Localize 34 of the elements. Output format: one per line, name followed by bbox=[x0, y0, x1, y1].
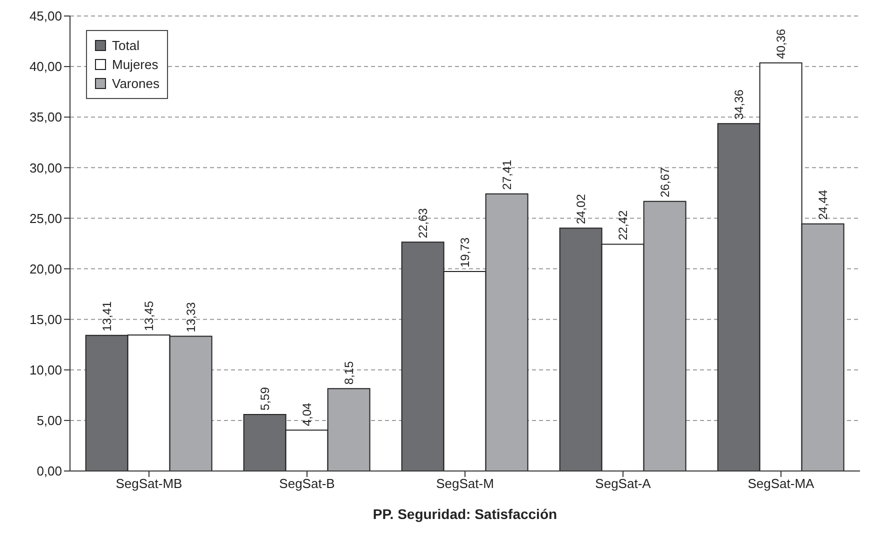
legend-label: Mujeres bbox=[112, 56, 158, 74]
data-label: 19,73 bbox=[458, 237, 472, 268]
x-tick-label: SegSat-M bbox=[436, 476, 494, 492]
x-tick-label: SegSat-B bbox=[279, 476, 335, 492]
y-tick-label: 10,00 bbox=[29, 362, 62, 378]
data-label: 24,44 bbox=[816, 190, 830, 220]
legend-label: Total bbox=[112, 37, 140, 55]
y-tick-label: 25,00 bbox=[29, 210, 62, 226]
x-tick-label: SegSat-MA bbox=[748, 476, 815, 492]
data-label: 27,41 bbox=[500, 160, 514, 190]
x-tick-label: SegSat-A bbox=[595, 476, 652, 492]
y-tick-label: 30,00 bbox=[29, 160, 62, 176]
y-tick-label: 45,00 bbox=[29, 8, 62, 24]
y-tick-label: 15,00 bbox=[29, 312, 62, 327]
data-label: 22,42 bbox=[616, 210, 630, 240]
data-label: 26,67 bbox=[658, 166, 672, 198]
data-label: 8,15 bbox=[342, 360, 356, 385]
y-tick-label: 40,00 bbox=[29, 59, 62, 74]
y-tick-label: 0,00 bbox=[36, 464, 62, 479]
x-tick-label: SegSat-MB bbox=[116, 476, 182, 492]
data-label: 40,36 bbox=[774, 28, 788, 59]
data-label: 13,33 bbox=[184, 302, 198, 332]
data-label: 13,45 bbox=[142, 300, 156, 332]
data-label: 5,59 bbox=[258, 386, 272, 410]
data-label: 22,63 bbox=[416, 208, 430, 238]
x-axis-title: PP. Seguridad: Satisfacción bbox=[372, 506, 558, 522]
legend-label: Varones bbox=[112, 75, 160, 93]
y-tick-label: 20,00 bbox=[29, 261, 62, 276]
data-label: 34,36 bbox=[732, 89, 746, 120]
y-tick-label: 35,00 bbox=[29, 110, 62, 125]
data-label: 4,04 bbox=[300, 402, 314, 426]
y-tick-label: 5,00 bbox=[36, 413, 62, 428]
data-label: 13,41 bbox=[100, 301, 114, 332]
data-label: 24,02 bbox=[574, 194, 588, 224]
